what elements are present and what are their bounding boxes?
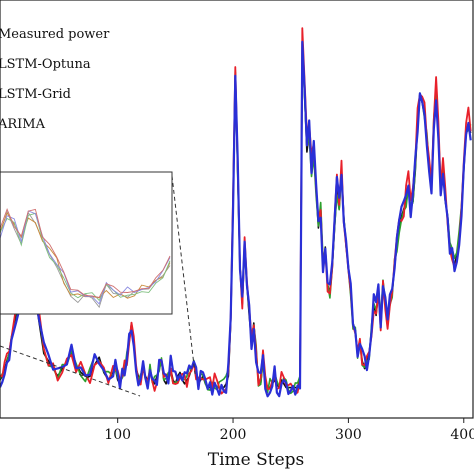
legend: Measured power LSTM-Optuna LSTM-Grid ARIMA (0, 27, 110, 132)
legend-label-lstm-optuna: LSTM-Optuna (0, 57, 91, 72)
zoom-inset (0, 171, 173, 315)
x-tick-label: 400 (450, 427, 474, 443)
x-axis-title: Time Steps (208, 450, 305, 470)
series-line-arima (0, 40, 472, 398)
x-tick-label: 100 (104, 427, 131, 443)
legend-label-arima: ARIMA (0, 117, 46, 132)
x-tick-label: 300 (335, 427, 362, 443)
x-ticks: 100 200 300 400 (104, 418, 474, 443)
series-layer (0, 27, 472, 398)
inset-series-line (0, 208, 171, 299)
inset-connector-line (171, 175, 196, 375)
legend-label-lstm-grid: LSTM-Grid (0, 87, 71, 102)
inset-series-line (0, 212, 171, 302)
plot-frame (0, 0, 474, 419)
x-tick-label: 200 (220, 427, 247, 443)
inset-lines (0, 208, 171, 309)
inset-connector-line (0, 345, 141, 397)
legend-label-measured-power: Measured power (0, 27, 110, 42)
